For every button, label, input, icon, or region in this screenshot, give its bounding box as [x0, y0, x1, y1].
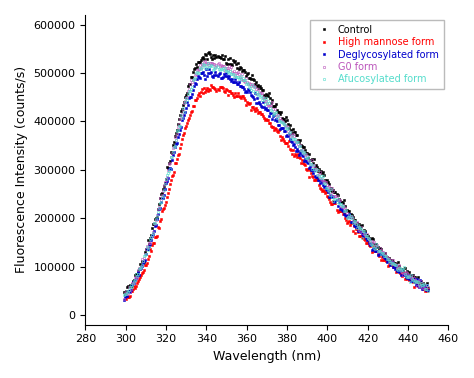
- Control: [139, 259, 145, 263]
- Control: [207, 50, 212, 54]
- Deglycosylated form: [169, 157, 175, 162]
- High mannose form: [404, 277, 410, 282]
- Line: Afucosylated form: Afucosylated form: [122, 61, 429, 297]
- Y-axis label: Fluorescence Intensity (counts/s): Fluorescence Intensity (counts/s): [15, 66, 28, 273]
- G0 form: [169, 151, 175, 156]
- Deglycosylated form: [207, 66, 212, 71]
- Deglycosylated form: [223, 71, 228, 75]
- G0 form: [246, 81, 252, 85]
- G0 form: [426, 285, 431, 289]
- Deglycosylated form: [121, 297, 127, 302]
- Afucosylated form: [246, 84, 252, 89]
- G0 form: [223, 65, 228, 70]
- Control: [122, 291, 128, 296]
- Afucosylated form: [426, 289, 431, 294]
- Afucosylated form: [169, 154, 175, 159]
- G0 form: [414, 284, 420, 288]
- Control: [224, 61, 229, 66]
- Deglycosylated form: [426, 288, 431, 293]
- Afucosylated form: [121, 293, 127, 297]
- High mannose form: [209, 82, 214, 87]
- Line: Deglycosylated form: Deglycosylated form: [122, 67, 429, 301]
- G0 form: [202, 59, 208, 63]
- Control: [257, 84, 263, 88]
- High mannose form: [256, 110, 262, 114]
- Deglycosylated form: [256, 99, 262, 104]
- Line: High mannose form: High mannose form: [125, 84, 429, 301]
- Afucosylated form: [206, 60, 211, 65]
- Deglycosylated form: [138, 266, 144, 271]
- High mannose form: [246, 101, 252, 106]
- Deglycosylated form: [246, 88, 252, 93]
- X-axis label: Wavelength (nm): Wavelength (nm): [213, 350, 321, 363]
- Line: Control: Control: [122, 51, 429, 295]
- Afucosylated form: [414, 280, 420, 285]
- Control: [426, 285, 431, 290]
- G0 form: [138, 263, 144, 268]
- High mannose form: [426, 287, 431, 291]
- Control: [121, 290, 127, 294]
- High mannose form: [379, 255, 385, 259]
- G0 form: [121, 296, 127, 301]
- Control: [247, 75, 253, 80]
- Line: G0 form: G0 form: [122, 59, 429, 300]
- High mannose form: [331, 199, 337, 203]
- Afucosylated form: [138, 264, 144, 269]
- Legend: Control, High mannose form, Deglycosylated form, G0 form, Afucosylated form: Control, High mannose form, Deglycosylat…: [310, 20, 444, 89]
- Afucosylated form: [223, 69, 228, 73]
- Deglycosylated form: [414, 277, 420, 281]
- Afucosylated form: [256, 92, 262, 96]
- Control: [415, 274, 421, 279]
- Control: [170, 143, 176, 148]
- High mannose form: [123, 297, 128, 302]
- High mannose form: [362, 237, 367, 242]
- G0 form: [256, 90, 262, 94]
